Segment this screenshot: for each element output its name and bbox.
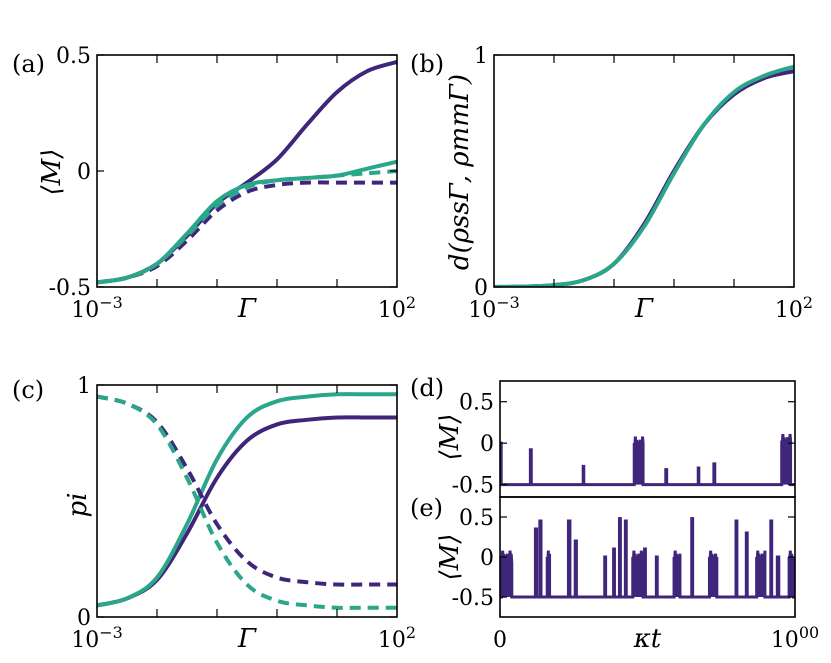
plot-area-c: [97, 392, 397, 610]
series-a-purple-dashed: [97, 180, 397, 285]
ylabel-d: ⟨M⟩: [435, 414, 465, 461]
trace-d: [500, 433, 795, 487]
panel-label-b: (b): [410, 50, 444, 78]
panel-label-a: (a): [12, 50, 45, 78]
ytick-label-c: 1: [77, 374, 91, 399]
plot-area-e: [500, 517, 795, 599]
xlabel-c: Γ: [237, 624, 257, 654]
ytick-label-d: 0.5: [459, 391, 494, 416]
ytick-label-b: 1: [474, 44, 488, 69]
ytick-label-d: 0: [480, 432, 494, 457]
ytick-label-a: -0.5: [49, 276, 91, 301]
axes-frame-e: [499, 496, 796, 618]
xtick-label-a: 10−3: [71, 293, 123, 323]
plot-area-d: [500, 433, 795, 487]
xlabel-e: κt: [633, 624, 662, 654]
ylabel-b: d(ρssΓ, ρmmΓ): [445, 74, 475, 270]
axes-frame-c: [96, 384, 398, 618]
xlabel-b: Γ: [634, 294, 654, 324]
panel-c: 1 010−3 102 Γpi (c): [12, 374, 416, 654]
series-c-teal-dashed: [97, 394, 397, 610]
plot-area-b: [494, 64, 794, 287]
xtick-label-a: 102: [378, 293, 416, 323]
axes-frame-b: [493, 54, 795, 288]
ytick-label-c: 0: [77, 606, 91, 631]
panel-d: 0.5 0 -0.5 ⟨M⟩ (d): [410, 374, 796, 499]
ylabel-c: pi: [63, 493, 93, 518]
ytick-label-e: 0: [480, 546, 494, 571]
xtick-label-b: 10−3: [468, 293, 520, 323]
panel-a: 0.5 0 -0.510−3 102 Γ ⟨M⟩ (a): [12, 44, 416, 324]
trace-e: [500, 517, 795, 599]
ytick-label-a: 0.5: [56, 44, 91, 69]
panel-label-c: (c): [12, 376, 44, 404]
series-c-purple-solid: [97, 415, 397, 608]
ylabel-e: ⟨M⟩: [435, 534, 465, 581]
series-c-purple-dashed: [97, 394, 397, 587]
xtick-label-b: 102: [775, 293, 813, 323]
xtick-label-e: 1000: [771, 623, 819, 653]
panel-label-e: (e): [410, 494, 443, 522]
xtick-label-c: 102: [378, 623, 416, 653]
xlabel-a: Γ: [237, 294, 257, 324]
series-c-teal-solid: [97, 392, 397, 608]
panel-b: 1 010−3 102 Γd(ρssΓ, ρmmΓ)(b): [410, 44, 813, 324]
ytick-label-b: 0: [474, 276, 488, 301]
series-a-teal-dashed: [97, 169, 397, 285]
axes-frame-d: [499, 380, 796, 498]
series-b-teal-solid: [494, 64, 794, 287]
ytick-label-e: -0.5: [452, 586, 494, 611]
ytick-label-a: 0: [77, 160, 91, 185]
xtick-label-c: 10−3: [71, 623, 123, 653]
ytick-label-e: 0.5: [459, 506, 494, 531]
panel-e: 0.5 0 -0.5 0 1000 κt ⟨M⟩ (e): [410, 494, 819, 654]
ytick-label-d: -0.5: [452, 474, 494, 499]
series-b-purple-solid: [494, 69, 794, 287]
series-a-teal-solid: [97, 159, 397, 285]
ylabel-a: ⟨M⟩: [37, 149, 67, 196]
plot-area-a: [97, 60, 397, 285]
xtick-label-e: 0: [493, 628, 507, 653]
panel-label-d: (d): [410, 374, 444, 402]
